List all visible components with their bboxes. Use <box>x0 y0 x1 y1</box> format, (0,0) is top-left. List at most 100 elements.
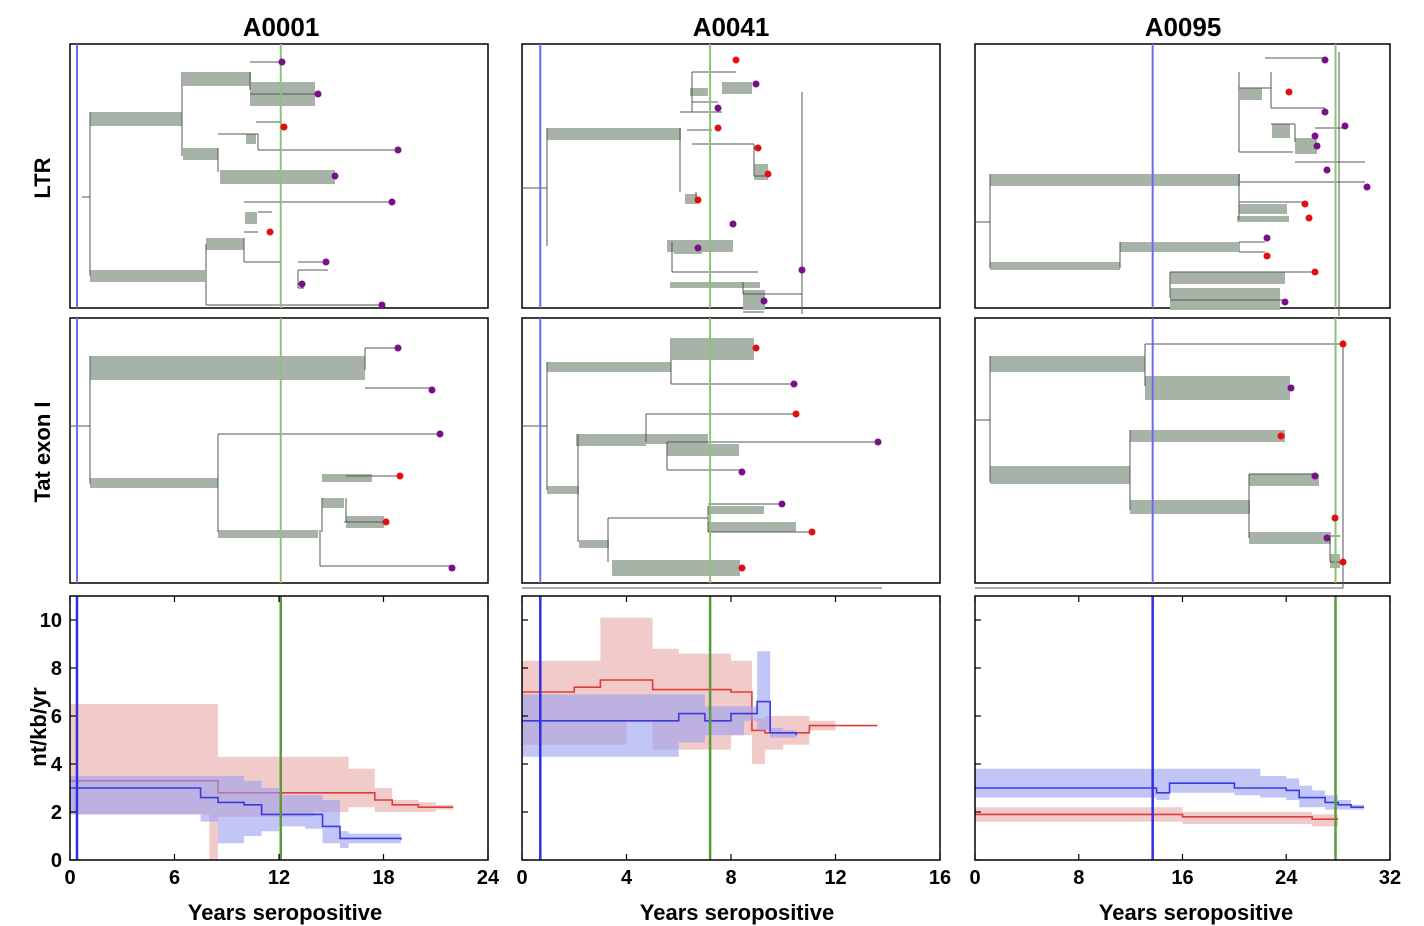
tip-purple <box>1311 472 1319 480</box>
column-title-a0095: A0095 <box>1145 12 1222 42</box>
confidence-box <box>1295 138 1317 154</box>
confidence-box <box>1249 532 1331 544</box>
blue-confidence-band <box>70 776 401 848</box>
x-tick-label: 32 <box>1379 867 1401 889</box>
x-tick-label: 0 <box>969 867 980 889</box>
tip-purple <box>1263 234 1271 242</box>
tip-red <box>266 228 274 236</box>
confidence-box <box>1237 216 1289 222</box>
column-title-a0001: A0001 <box>243 12 320 42</box>
tree-panel-2-1 <box>974 317 1391 589</box>
confidence-box <box>990 262 1120 270</box>
tip-purple <box>278 58 286 66</box>
confidence-box <box>220 170 335 184</box>
confidence-box <box>246 134 256 144</box>
rate-chart-A0041: 0 4 8 12 16 <box>516 595 951 889</box>
confidence-box <box>990 356 1145 372</box>
y-tick-label: 0 <box>51 850 62 872</box>
confidence-box <box>322 474 372 482</box>
tip-red <box>1263 252 1271 260</box>
red-rate-line <box>975 813 1339 821</box>
confidence-box <box>685 194 697 204</box>
confidence-box <box>1170 288 1280 310</box>
y-tick-label: 4 <box>51 754 63 776</box>
confidence-box <box>646 434 708 444</box>
tip-purple <box>1341 122 1349 130</box>
tip-red <box>738 564 746 572</box>
tip-purple <box>874 438 882 446</box>
tip-purple <box>298 280 306 288</box>
tip-red <box>808 528 816 536</box>
x-tick-label: 8 <box>1073 867 1084 889</box>
tip-purple <box>778 500 786 508</box>
confidence-box <box>1145 376 1290 400</box>
blue-rate-line <box>522 700 798 736</box>
confidence-box <box>183 148 218 160</box>
tree-panel-2-0 <box>974 43 1391 316</box>
tip-red <box>1305 214 1313 222</box>
y-tick-label: 2 <box>51 802 62 824</box>
x-tick-label: 0 <box>64 867 75 889</box>
tip-purple <box>729 220 737 228</box>
row-label-ltr: LTR <box>30 157 55 198</box>
tip-purple <box>694 244 702 252</box>
x-tick-label: 18 <box>372 867 394 889</box>
blue-rate-line <box>70 787 402 840</box>
confidence-box <box>990 466 1130 484</box>
confidence-box <box>708 522 796 532</box>
tip-purple <box>1321 108 1329 116</box>
rate-chart-A0095: 0 8 16 24 32 <box>969 595 1401 889</box>
tip-purple <box>1363 183 1371 191</box>
column-title-a0041: A0041 <box>693 12 770 42</box>
row-label-tat-exon: Tat exon I <box>30 401 55 502</box>
tip-red <box>382 518 390 526</box>
tip-red <box>280 123 288 131</box>
y-tick-label: 6 <box>51 706 62 728</box>
confidence-box <box>990 174 1240 186</box>
tip-red <box>396 472 404 480</box>
tip-purple <box>752 80 760 88</box>
confidence-box <box>667 444 739 456</box>
confidence-box <box>218 530 318 538</box>
x-tick-label: 4 <box>621 867 633 889</box>
tip-purple <box>714 104 722 112</box>
tip-purple <box>1321 56 1329 64</box>
tip-purple <box>1323 166 1331 174</box>
confidence-box <box>1130 430 1285 442</box>
tip-purple <box>436 430 444 438</box>
blue-confidence-band <box>522 651 797 757</box>
confidence-box <box>670 282 760 288</box>
tip-purple <box>1313 142 1321 150</box>
x-tick-label: 24 <box>1275 867 1298 889</box>
confidence-box <box>1272 124 1290 138</box>
confidence-box <box>1170 272 1285 284</box>
tip-purple <box>394 146 402 154</box>
tip-purple <box>322 258 330 266</box>
tip-purple <box>428 386 436 394</box>
tip-red <box>764 170 772 178</box>
confidence-box <box>674 244 702 254</box>
tip-red <box>754 144 762 152</box>
tip-red <box>1301 200 1309 208</box>
confidence-box <box>1130 500 1250 514</box>
tip-purple <box>314 90 322 98</box>
confidence-box <box>90 112 182 126</box>
x-tick-label: 8 <box>725 867 736 889</box>
tip-purple <box>738 468 746 476</box>
confidence-box <box>743 290 765 310</box>
red-confidence-band <box>975 807 1339 827</box>
tip-red <box>1311 268 1319 276</box>
y-tick-label: 8 <box>51 658 62 680</box>
confidence-box <box>547 128 681 140</box>
tip-red <box>1339 558 1347 566</box>
tip-red <box>714 124 722 132</box>
tip-purple <box>760 297 768 305</box>
confidence-box <box>1239 204 1287 214</box>
tree-panel-1-0 <box>521 43 941 314</box>
tree-panel-0-0 <box>69 43 489 309</box>
confidence-box <box>183 72 251 86</box>
tip-purple <box>448 564 456 572</box>
confidence-box <box>690 88 708 96</box>
